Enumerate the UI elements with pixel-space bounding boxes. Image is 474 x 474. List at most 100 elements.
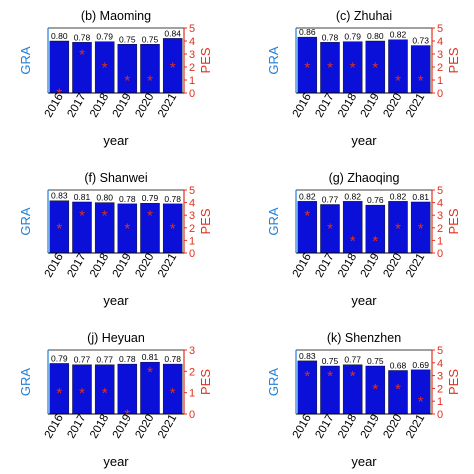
bar-value-label: 0.77: [96, 355, 113, 365]
pes-tick-label: 2: [437, 223, 443, 235]
x-tick-label: 2020: [133, 413, 156, 441]
x-tick-label: 2019: [111, 92, 134, 120]
x-tick-label: 2020: [381, 92, 404, 120]
pes-marker: *: [372, 233, 378, 250]
x-tick-label: 2018: [88, 252, 111, 280]
pes-tick-label: 0: [437, 248, 443, 260]
x-tick-label: 2021: [404, 252, 427, 280]
pes-marker: *: [124, 220, 130, 237]
bar-value-label: 0.81: [412, 192, 429, 202]
bar-value-label: 0.78: [119, 354, 136, 364]
pes-marker: *: [350, 368, 356, 385]
pes-axis-title: PES: [446, 369, 461, 395]
bar-value-label: 0.78: [164, 194, 181, 204]
x-tick-label: 2017: [65, 252, 88, 280]
x-tick-label: 2021: [404, 413, 427, 441]
pes-marker: *: [395, 73, 401, 90]
pes-marker: *: [350, 233, 356, 250]
chart-title: (b) Maoming: [81, 9, 151, 23]
chart-panel: (k) Shenzhen 0.83 0.75 0.77 0.75 0.68 0.69 * * * *…: [266, 331, 461, 469]
bar-value-label: 0.76: [367, 195, 384, 205]
pes-marker: *: [79, 385, 85, 402]
pes-marker: *: [56, 220, 62, 237]
chart-panel: (j) Heyuan 0.79 0.77 0.77 0.78 0.81 0.78 * * * * * *…: [18, 331, 213, 469]
pes-marker: *: [124, 73, 130, 90]
pes-marker: *: [170, 220, 176, 237]
pes-marker: *: [102, 385, 108, 402]
x-tick-label: 2021: [156, 92, 179, 120]
pes-marker: *: [56, 86, 62, 103]
bar-value-label: 0.75: [142, 34, 159, 44]
bar-value-label: 0.83: [299, 351, 316, 361]
x-axis-title: year: [103, 454, 129, 469]
gra-axis-title: GRA: [266, 207, 281, 236]
x-axis-title: year: [351, 454, 377, 469]
x-tick-label: 2016: [43, 252, 66, 280]
bar-value-label: 0.78: [322, 32, 339, 42]
bar-value-label: 0.80: [51, 31, 68, 41]
chart-title: (c) Zhuhai: [336, 9, 392, 23]
pes-tick-label: 4: [437, 36, 443, 48]
pes-tick-label: 2: [437, 62, 443, 74]
pes-marker: *: [147, 208, 153, 225]
chart-title: (k) Shenzhen: [327, 331, 401, 345]
bar-value-label: 0.77: [322, 194, 339, 204]
bar-value-label: 0.75: [119, 34, 136, 44]
pes-marker: *: [372, 60, 378, 77]
pes-tick-label: 5: [437, 185, 443, 197]
pes-tick-label: 2: [437, 383, 443, 395]
pes-tick-label: 1: [437, 396, 443, 408]
pes-tick-label: 3: [189, 210, 195, 222]
pes-marker: *: [418, 73, 424, 90]
gra-axis-title: GRA: [18, 207, 33, 236]
pes-marker: *: [56, 385, 62, 402]
bar-value-label: 0.79: [344, 32, 361, 42]
bar-value-label: 0.75: [367, 356, 384, 366]
gra-axis-title: GRA: [266, 368, 281, 397]
x-tick-label: 2016: [43, 92, 66, 120]
pes-axis-title: PES: [198, 369, 213, 395]
pes-marker: *: [102, 208, 108, 225]
x-tick-label: 2020: [381, 413, 404, 441]
x-tick-label: 2019: [359, 252, 382, 280]
x-tick-label: 2016: [291, 252, 314, 280]
bar-value-label: 0.81: [142, 352, 159, 362]
bar-value-label: 0.79: [142, 193, 159, 203]
x-tick-label: 2017: [65, 92, 88, 120]
pes-tick-label: 1: [189, 235, 195, 247]
pes-tick-label: 5: [189, 185, 195, 197]
pes-axis-title: PES: [446, 208, 461, 234]
x-tick-label: 2017: [313, 92, 336, 120]
chart-panel: (g) Zhaoqing 0.82 0.77 0.82 0.76 0.82 0.81 * * * *…: [266, 171, 461, 308]
chart-panel: (f) Shanwei 0.83 0.81 0.80 0.78 0.79 0.78 * * * * *…: [18, 171, 213, 308]
x-tick-label: 2019: [359, 92, 382, 120]
pes-marker: *: [372, 381, 378, 398]
x-axis-title: year: [351, 133, 377, 148]
pes-marker: *: [79, 47, 85, 64]
pes-tick-label: 3: [437, 49, 443, 61]
pes-marker: *: [170, 60, 176, 77]
x-axis-title: year: [103, 293, 129, 308]
bar-value-label: 0.78: [119, 194, 136, 204]
bar-value-label: 0.86: [299, 27, 316, 37]
pes-marker: *: [327, 368, 333, 385]
pes-marker: *: [395, 220, 401, 237]
x-tick-label: 2019: [111, 413, 134, 441]
chart-title: (f) Shanwei: [84, 171, 147, 185]
bar-value-label: 0.77: [344, 355, 361, 365]
pes-marker: *: [304, 60, 310, 77]
bar-value-label: 0.75: [322, 356, 339, 366]
x-tick-label: 2019: [359, 413, 382, 441]
bar-value-label: 0.83: [51, 191, 68, 201]
pes-marker: *: [147, 73, 153, 90]
chart-title: (j) Heyuan: [87, 331, 145, 345]
bar-value-label: 0.82: [344, 191, 361, 201]
pes-marker: *: [327, 220, 333, 237]
pes-marker: *: [124, 407, 130, 424]
x-tick-label: 2016: [291, 413, 314, 441]
x-tick-label: 2016: [291, 92, 314, 120]
pes-marker: *: [418, 394, 424, 411]
pes-tick-label: 0: [189, 248, 195, 260]
pes-tick-label: 3: [189, 345, 195, 357]
x-tick-label: 2016: [43, 413, 66, 441]
